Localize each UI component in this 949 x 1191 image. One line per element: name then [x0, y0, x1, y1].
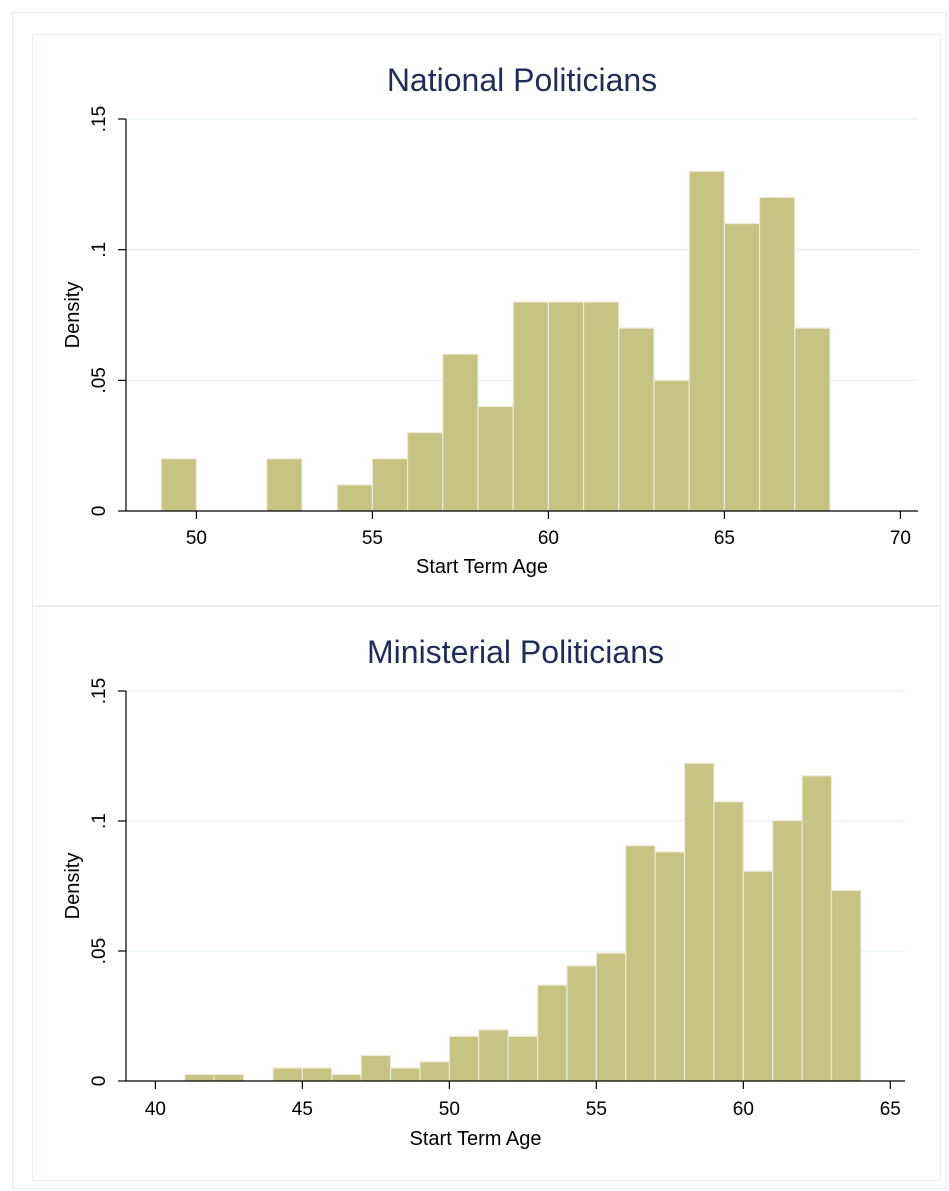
x-tick-label: 55: [586, 1099, 607, 1120]
histogram-bar: [582, 301, 620, 512]
histogram-bar: [184, 1073, 215, 1082]
histogram-bar: [477, 405, 514, 512]
x-tick-label: 65: [714, 528, 735, 549]
histogram-bar: [723, 222, 761, 512]
histogram-bar: [213, 1073, 245, 1082]
chart-panel-national: 50 55 60 65 70 0 .05 .1 .15 National Politicians S…: [32, 34, 941, 606]
y-tick-label: .05: [89, 367, 110, 393]
y-tick-label: 0: [89, 506, 110, 517]
x-tick-label: 60: [538, 528, 559, 549]
histogram-bar: [794, 327, 831, 512]
histogram-bar: [301, 1067, 333, 1082]
histogram-bar: [160, 458, 197, 512]
histogram-bar: [389, 1067, 421, 1082]
histogram-bar: [618, 327, 655, 512]
x-axis-label: Start Term Age: [416, 556, 548, 578]
x-tick-label: 65: [880, 1099, 901, 1120]
histogram-bar: [272, 1067, 303, 1082]
histogram-bar: [547, 301, 585, 512]
histogram-bar: [566, 965, 597, 1082]
histogram-bar: [478, 1029, 509, 1082]
x-tick-label: 70: [890, 528, 911, 549]
histogram-ministerial: 40 45 50 55 60 65 0 .05 .1 .15 Ministerial Politic…: [62, 634, 905, 1150]
chart-title: National Politicians: [387, 62, 657, 98]
histogram-bar: [758, 196, 796, 512]
histogram-bar: [654, 851, 686, 1082]
histogram-bar: [742, 870, 774, 1082]
x-tick-label: 50: [186, 528, 207, 549]
histogram-bar: [371, 458, 409, 512]
histogram-bar: [595, 952, 627, 1082]
x-axis-label: Start Term Age: [410, 1128, 542, 1150]
y-axis-label: Density: [62, 282, 84, 349]
chart-panel-ministerial: 40 45 50 55 60 65 0 .05 .1 .15 Ministerial Politic…: [32, 606, 941, 1181]
histogram-bar: [407, 432, 444, 512]
histogram-bar: [772, 819, 803, 1082]
histogram-bar: [419, 1061, 450, 1082]
y-axis-label: Density: [62, 853, 84, 920]
histogram-bar: [442, 353, 479, 512]
x-tick-label: 60: [733, 1099, 754, 1120]
x-tick-label: 45: [292, 1099, 313, 1120]
histogram-national: 50 55 60 65 70 0 .05 .1 .15 National Politicians S…: [62, 62, 918, 578]
histogram-bar: [336, 484, 374, 512]
histogram-bar: [536, 984, 568, 1082]
chart-title: Ministerial Politicians: [367, 634, 664, 670]
y-tick-label: .1: [89, 242, 110, 258]
histogram-bar: [653, 379, 690, 512]
y-tick-label: 0: [89, 1076, 110, 1087]
histogram-bar: [507, 1035, 539, 1082]
x-tick-label: 50: [439, 1099, 460, 1120]
histogram-bar: [448, 1035, 480, 1082]
histogram-bar: [266, 458, 303, 512]
histogram-bar: [688, 170, 726, 512]
y-tick-label: .05: [89, 938, 110, 964]
histogram-bar: [360, 1054, 392, 1082]
histogram-bar: [683, 762, 715, 1082]
histogram-bar: [830, 889, 862, 1082]
x-tick-label: 40: [145, 1099, 166, 1120]
y-tick-label: .15: [89, 106, 110, 132]
histogram-bar: [801, 775, 833, 1082]
x-tick-label: 55: [362, 528, 383, 549]
histogram-bar: [625, 845, 656, 1082]
y-tick-label: .15: [89, 678, 110, 704]
histogram-bar: [713, 801, 744, 1082]
histogram-bar: [331, 1073, 362, 1082]
y-tick-label: .1: [89, 813, 110, 829]
histogram-bar: [512, 301, 550, 512]
